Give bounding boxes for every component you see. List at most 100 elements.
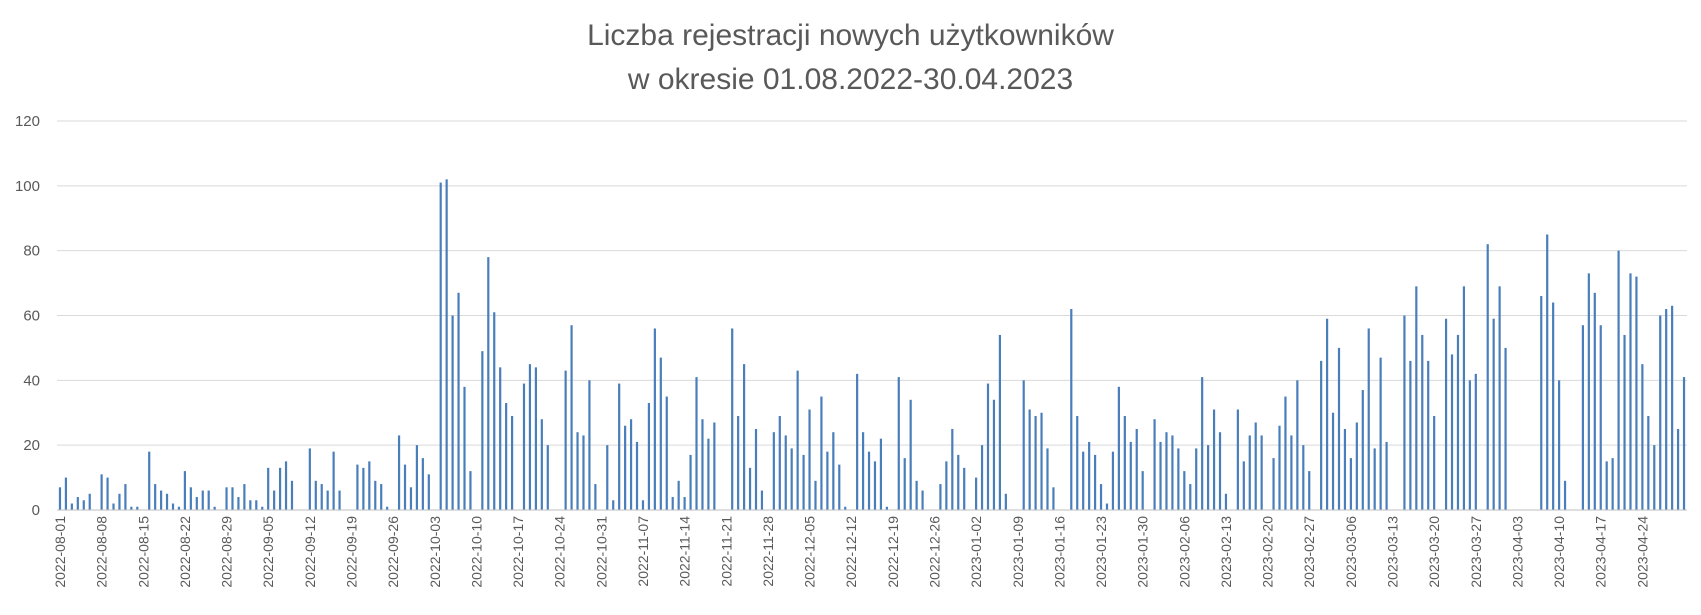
x-tick-label: 2023-01-30 [1135, 516, 1151, 588]
x-tick-label: 2023-02-27 [1301, 516, 1317, 588]
bar [1427, 360, 1430, 510]
bar [540, 419, 543, 510]
bar [945, 461, 948, 511]
bar [588, 380, 591, 510]
bar [641, 500, 645, 510]
bar [231, 487, 234, 510]
bar [290, 480, 294, 510]
x-tick-label: 2023-01-23 [1093, 516, 1109, 588]
bar [314, 480, 317, 510]
bar [1385, 441, 1388, 510]
bar [463, 386, 466, 510]
bar [1611, 458, 1614, 510]
bar [1165, 432, 1168, 510]
bar [1308, 471, 1311, 510]
bar [1207, 445, 1210, 510]
x-tick-label: 2023-02-13 [1218, 516, 1234, 588]
bar [1093, 454, 1097, 510]
bar [1671, 305, 1674, 510]
bar [1242, 461, 1245, 511]
bar [814, 480, 817, 510]
chart-title-line-2: w okresie 01.08.2022-30.04.2023 [627, 63, 1074, 96]
bar [689, 454, 692, 510]
bar [1183, 471, 1186, 510]
bar [1433, 415, 1436, 510]
bar [451, 315, 454, 510]
bar [707, 438, 710, 510]
bar [998, 334, 1001, 510]
x-tick-label: 2023-01-09 [1010, 516, 1026, 588]
x-tick-label: 2022-12-12 [843, 516, 859, 588]
bar [867, 451, 871, 510]
x-tick-label: 2023-04-10 [1551, 516, 1567, 588]
bar [320, 484, 323, 510]
bar [1665, 309, 1668, 510]
bar [1189, 484, 1192, 510]
bar [832, 432, 835, 510]
x-tick-label: 2023-04-24 [1634, 516, 1650, 588]
bar [1421, 334, 1424, 510]
bar [267, 467, 270, 510]
bar [1159, 441, 1162, 510]
bar [796, 370, 799, 510]
gridlines [57, 120, 1687, 446]
bar [838, 464, 841, 510]
bar [772, 432, 775, 510]
bar [243, 484, 246, 510]
bar [677, 480, 680, 510]
bar [748, 467, 752, 510]
x-tick-label: 2022-08-15 [135, 516, 151, 588]
bar [1212, 409, 1216, 510]
bar [1653, 445, 1656, 510]
bar [1236, 409, 1239, 510]
bar [903, 458, 906, 510]
bar [160, 490, 163, 510]
bar [445, 179, 448, 510]
bar [195, 497, 198, 510]
bar [856, 373, 859, 510]
bar [784, 435, 787, 510]
bar [980, 445, 984, 510]
bar [957, 454, 960, 510]
bar [1177, 448, 1180, 510]
x-tick-label: 2022-09-19 [343, 516, 359, 588]
x-tick-label: 2023-04-17 [1593, 516, 1609, 588]
bar [1135, 428, 1138, 510]
bar [1558, 380, 1561, 510]
bar [546, 445, 549, 510]
bar [1659, 315, 1662, 510]
bar [171, 503, 175, 510]
x-tick-label: 2022-08-01 [52, 516, 68, 588]
bar [88, 493, 91, 510]
bar [207, 490, 210, 510]
bar [826, 451, 829, 510]
bar [380, 484, 383, 510]
x-tick-label: 2022-08-22 [177, 516, 193, 588]
bar [154, 484, 157, 510]
x-tick-label: 2022-12-05 [802, 516, 818, 588]
x-tick-label: 2022-12-19 [885, 516, 901, 588]
bar [1635, 276, 1638, 510]
bar [778, 415, 781, 510]
bar [737, 415, 740, 510]
bar [415, 445, 419, 510]
bar [439, 182, 442, 510]
bar [885, 506, 888, 510]
bar [1641, 364, 1644, 511]
bar [510, 415, 514, 510]
bar [249, 500, 252, 510]
bar [802, 454, 805, 510]
bar [606, 445, 609, 510]
bar [487, 257, 490, 510]
bar [356, 464, 359, 510]
bar [106, 477, 109, 510]
y-tick-label: 80 [23, 243, 40, 260]
bar [951, 428, 954, 510]
bar [534, 367, 537, 510]
bar [213, 506, 216, 510]
bar [635, 441, 639, 510]
bar [760, 490, 764, 510]
chart-title-line-1: Liczba rejestracji nowych użytkowników [587, 19, 1114, 52]
bar [653, 328, 656, 510]
bar [1153, 419, 1156, 510]
